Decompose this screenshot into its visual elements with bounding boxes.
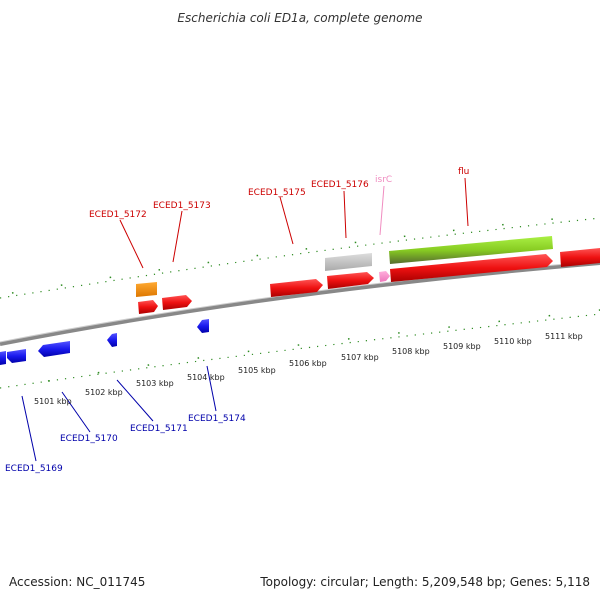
gene-label[interactable]: ECED1_5170: [60, 434, 118, 444]
feature-ECED1_5172[interactable]: [138, 300, 158, 314]
gene-label[interactable]: ECED1_5175: [248, 188, 306, 198]
gene-label[interactable]: flu: [458, 167, 469, 177]
feature-ECED1_5170[interactable]: [38, 341, 70, 357]
lower-tick-scale: [0, 309, 600, 389]
feature-pseudo-gray[interactable]: [325, 253, 372, 271]
feature-flu[interactable]: [390, 254, 553, 282]
top-gene-labels: ECED1_5172 ECED1_5173 ECED1_5175 ECED1_5…: [89, 167, 469, 220]
feature-ECED1_5171[interactable]: [107, 333, 117, 347]
gene-label[interactable]: ECED1_5174: [188, 414, 246, 424]
bottom-gene-labels: ECED1_5169 ECED1_5170 ECED1_5171 ECED1_5…: [5, 414, 246, 474]
feature-ECED1_5173[interactable]: [162, 295, 192, 310]
scale-label: 5109 kbp: [443, 342, 481, 351]
reverse-features: [0, 319, 209, 365]
gene-label[interactable]: ECED1_5172: [89, 210, 147, 220]
feature-orange-box[interactable]: [136, 282, 157, 297]
gene-label[interactable]: ECED1_5176: [311, 180, 369, 190]
scale-labels: 5101 kbp 5102 kbp 5103 kbp 5104 kbp 5105…: [34, 332, 583, 406]
upper-tick-scale: [0, 213, 600, 299]
scale-label: 5101 kbp: [34, 397, 72, 406]
scale-label: 5107 kbp: [341, 353, 379, 362]
gene-label[interactable]: ECED1_5169: [5, 464, 63, 474]
scale-label: 5104 kbp: [187, 373, 225, 382]
accession-text: Accession: NC_011745: [9, 575, 145, 589]
gene-label[interactable]: ECED1_5173: [153, 201, 211, 211]
feature-repeat-region[interactable]: [389, 236, 553, 264]
scale-label: 5106 kbp: [289, 359, 327, 368]
genome-summary-text: Topology: circular; Length: 5,209,548 bp…: [259, 575, 590, 589]
feature-right-red[interactable]: [560, 248, 600, 267]
scale-label: 5110 kbp: [494, 337, 532, 346]
gene-label[interactable]: ECED1_5171: [130, 424, 188, 434]
feature-isrC[interactable]: [379, 271, 390, 282]
feature-ECED1_5174[interactable]: [197, 319, 209, 333]
feature-ECED1_5169[interactable]: [7, 349, 26, 363]
scale-label: 5108 kbp: [392, 347, 430, 356]
genome-backbone: [0, 261, 600, 346]
map-title: Escherichia coli ED1a, complete genome: [177, 11, 422, 25]
scale-label: 5105 kbp: [238, 366, 276, 375]
scale-label: 5102 kbp: [85, 388, 123, 397]
feature-ECED1_5176[interactable]: [327, 272, 374, 289]
scale-label: 5111 kbp: [545, 332, 583, 341]
label-leader-lines: [21, 177, 469, 462]
scale-label: 5103 kbp: [136, 379, 174, 388]
forward-features: [136, 236, 600, 314]
feature-blue-left-edge[interactable]: [0, 351, 6, 365]
gene-label[interactable]: isrC: [375, 175, 392, 185]
feature-ECED1_5175[interactable]: [270, 279, 323, 297]
